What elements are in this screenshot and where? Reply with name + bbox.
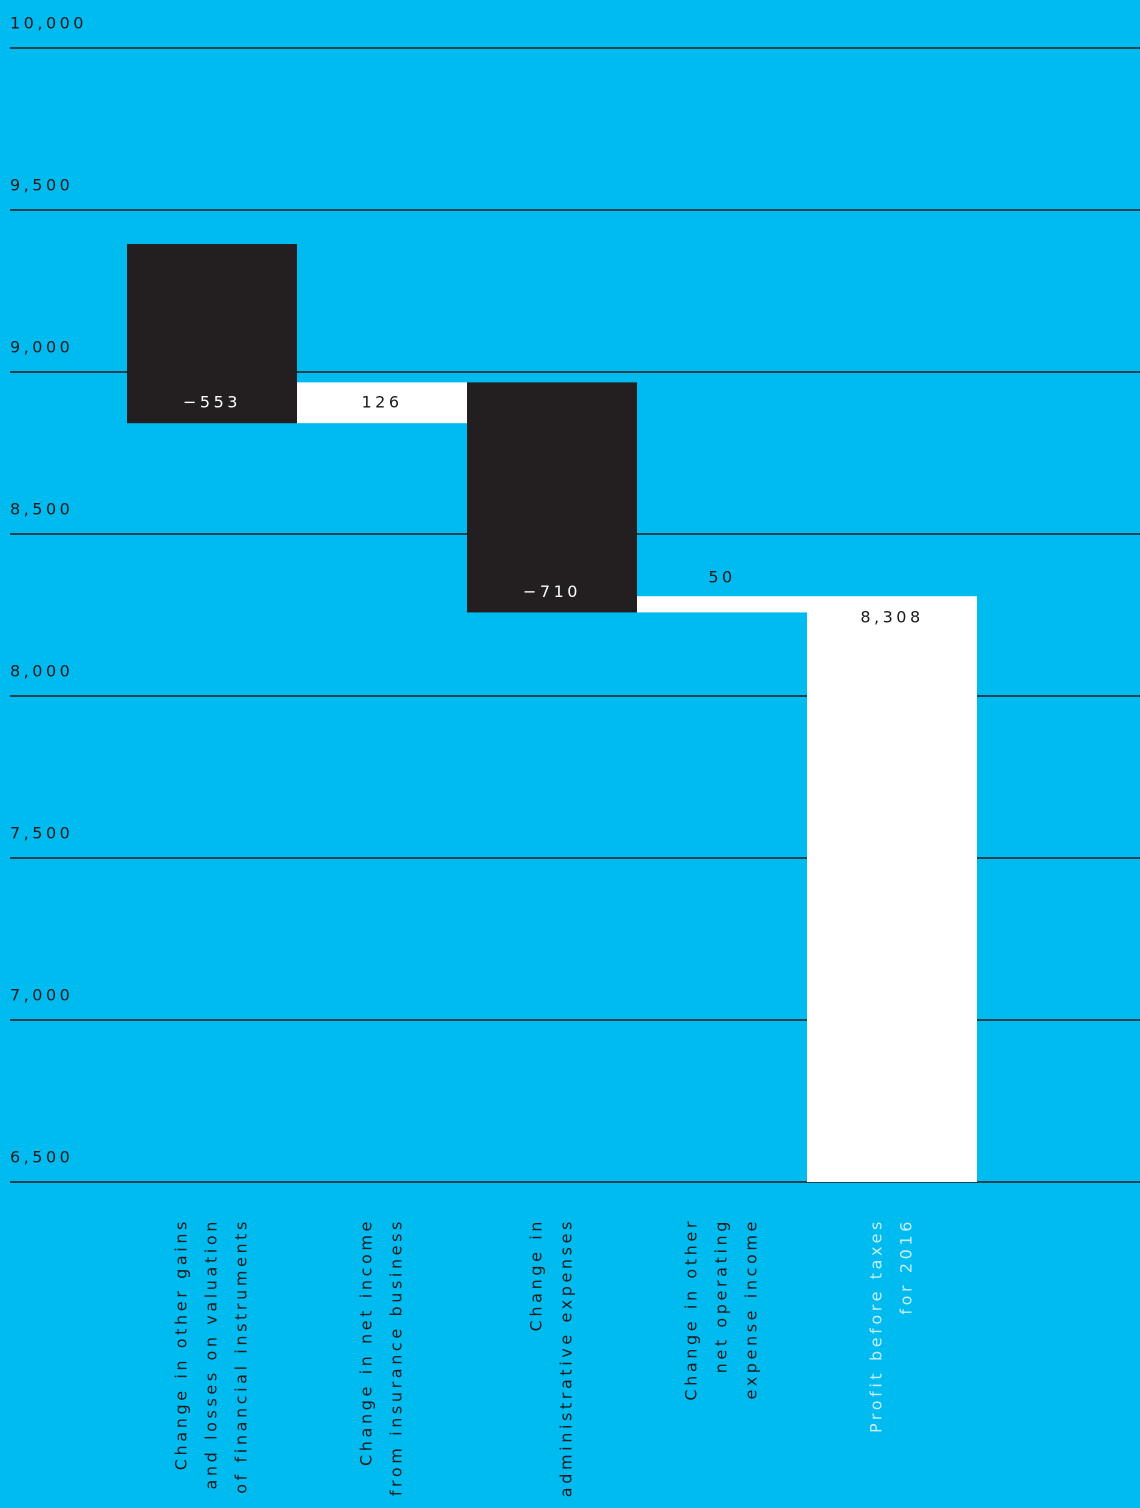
x-tick-label: expense income (742, 1218, 761, 1399)
x-tick-label: administrative expenses (557, 1218, 576, 1497)
bar (467, 382, 637, 613)
x-tick-label: for 2016 (897, 1218, 916, 1315)
x-tick-label: and losses on valuation (202, 1218, 221, 1490)
value-label: 50 (708, 568, 735, 587)
y-tick-label: 10,000 (10, 14, 87, 33)
y-tick-label: 7,000 (10, 986, 73, 1005)
bar (807, 596, 977, 1182)
x-tick-label: Profit before taxes (867, 1218, 886, 1433)
value-label: 8,308 (860, 608, 923, 627)
y-tick-label: 8,500 (10, 500, 73, 519)
value-label: −710 (523, 582, 581, 601)
y-tick-label: 9,500 (10, 176, 73, 195)
y-tick-label: 9,000 (10, 338, 73, 357)
bar (637, 596, 807, 613)
x-tick-label: net operating (712, 1218, 731, 1373)
x-tick-label: from insurance business (387, 1218, 406, 1496)
y-tick-label: 8,000 (10, 662, 73, 681)
value-label: 126 (361, 392, 402, 411)
x-tick-label: Change in other (682, 1218, 701, 1401)
x-tick-label: of financial instruments (232, 1218, 251, 1494)
y-tick-label: 7,500 (10, 824, 73, 843)
x-tick-label: Change in (527, 1218, 546, 1331)
bar (127, 244, 297, 424)
x-tick-label: Change in other gains (172, 1218, 191, 1470)
y-tick-label: 6,500 (10, 1148, 73, 1167)
bar (297, 382, 467, 424)
value-label: −553 (183, 393, 241, 412)
x-tick-label: Change in net income (357, 1218, 376, 1466)
